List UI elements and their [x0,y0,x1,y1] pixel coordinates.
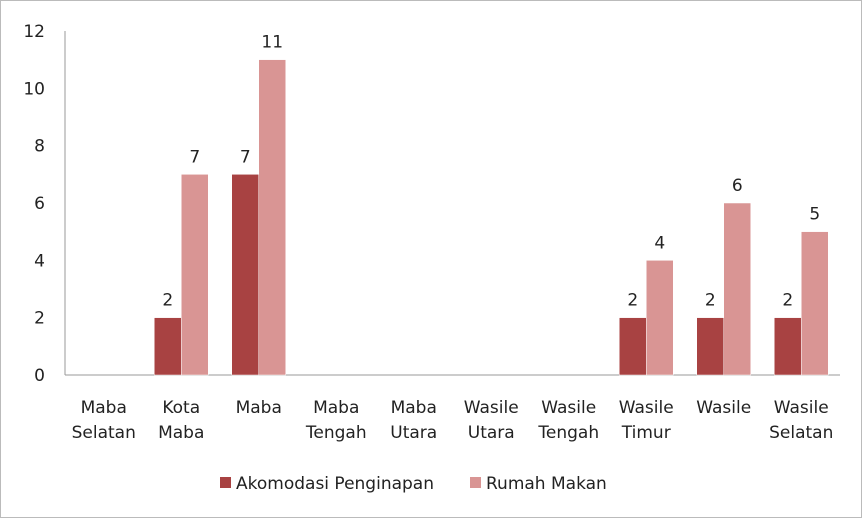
bar [723,202,751,376]
x-tick-line: Utara [468,423,515,443]
x-tick-line: Maba [236,398,282,418]
value-label: 6 [732,176,743,196]
x-tick-line: Tengah [305,423,367,443]
x-tick-line: Maba [158,423,204,443]
bar [154,317,182,376]
legend-label: Rumah Makan [486,474,607,494]
y-tick-label: 6 [34,194,45,214]
legend-swatch [220,477,231,488]
value-label: 2 [162,291,173,311]
x-tick-label: Wasile Timur [619,398,674,443]
x-tick-label: Maba [236,398,282,418]
x-tick-label: Wasile Selatan [769,398,833,443]
x-tick-line: Wasile [464,398,519,418]
value-label: 5 [809,205,820,225]
x-tick-line: Maba [391,398,437,418]
y-tick-label: 12 [23,22,45,42]
legend-label: Akomodasi Penginapan [236,474,434,494]
value-label: 7 [240,147,251,167]
bar [646,260,674,376]
x-tick-label: Maba Selatan [72,398,136,443]
y-tick-label: 10 [23,79,45,99]
x-tick-line: Maba [81,398,127,418]
x-tick-line: Tengah [537,423,599,443]
x-tick-label: Wasile [696,398,751,418]
x-tick-label: Wasile Tengah [537,398,599,443]
value-label: 4 [654,233,665,253]
x-tick-line: Maba [313,398,359,418]
x-tick-label: Kota Maba [158,398,204,443]
bar [619,317,647,376]
bar [774,317,802,376]
x-tick-line: Kota [162,398,200,418]
bar [696,317,724,376]
x-tick-line: Selatan [769,423,833,443]
y-tick-label: 2 [34,309,45,329]
value-label: 7 [189,147,200,167]
bar [181,174,209,376]
x-tick-label: Maba Utara [390,398,437,443]
x-tick-label: Maba Tengah [305,398,367,443]
value-label: 2 [705,291,716,311]
bar [258,59,286,376]
x-tick-line: Timur [621,423,671,443]
x-tick-line: Wasile [619,398,674,418]
bar [231,174,259,376]
x-tick-label: Wasile Utara [464,398,519,443]
x-tick-line: Selatan [72,423,136,443]
y-tick-label: 0 [34,366,45,386]
value-label: 11 [261,33,283,53]
value-label: 2 [627,291,638,311]
bar [801,231,829,376]
value-label: 2 [782,291,793,311]
x-tick-line: Wasile [541,398,596,418]
y-tick-label: 4 [34,251,45,271]
x-tick-line: Wasile [696,398,751,418]
legend-swatch [470,477,481,488]
x-tick-line: Utara [390,423,437,443]
x-tick-line: Wasile [774,398,829,418]
y-tick-label: 8 [34,137,45,157]
